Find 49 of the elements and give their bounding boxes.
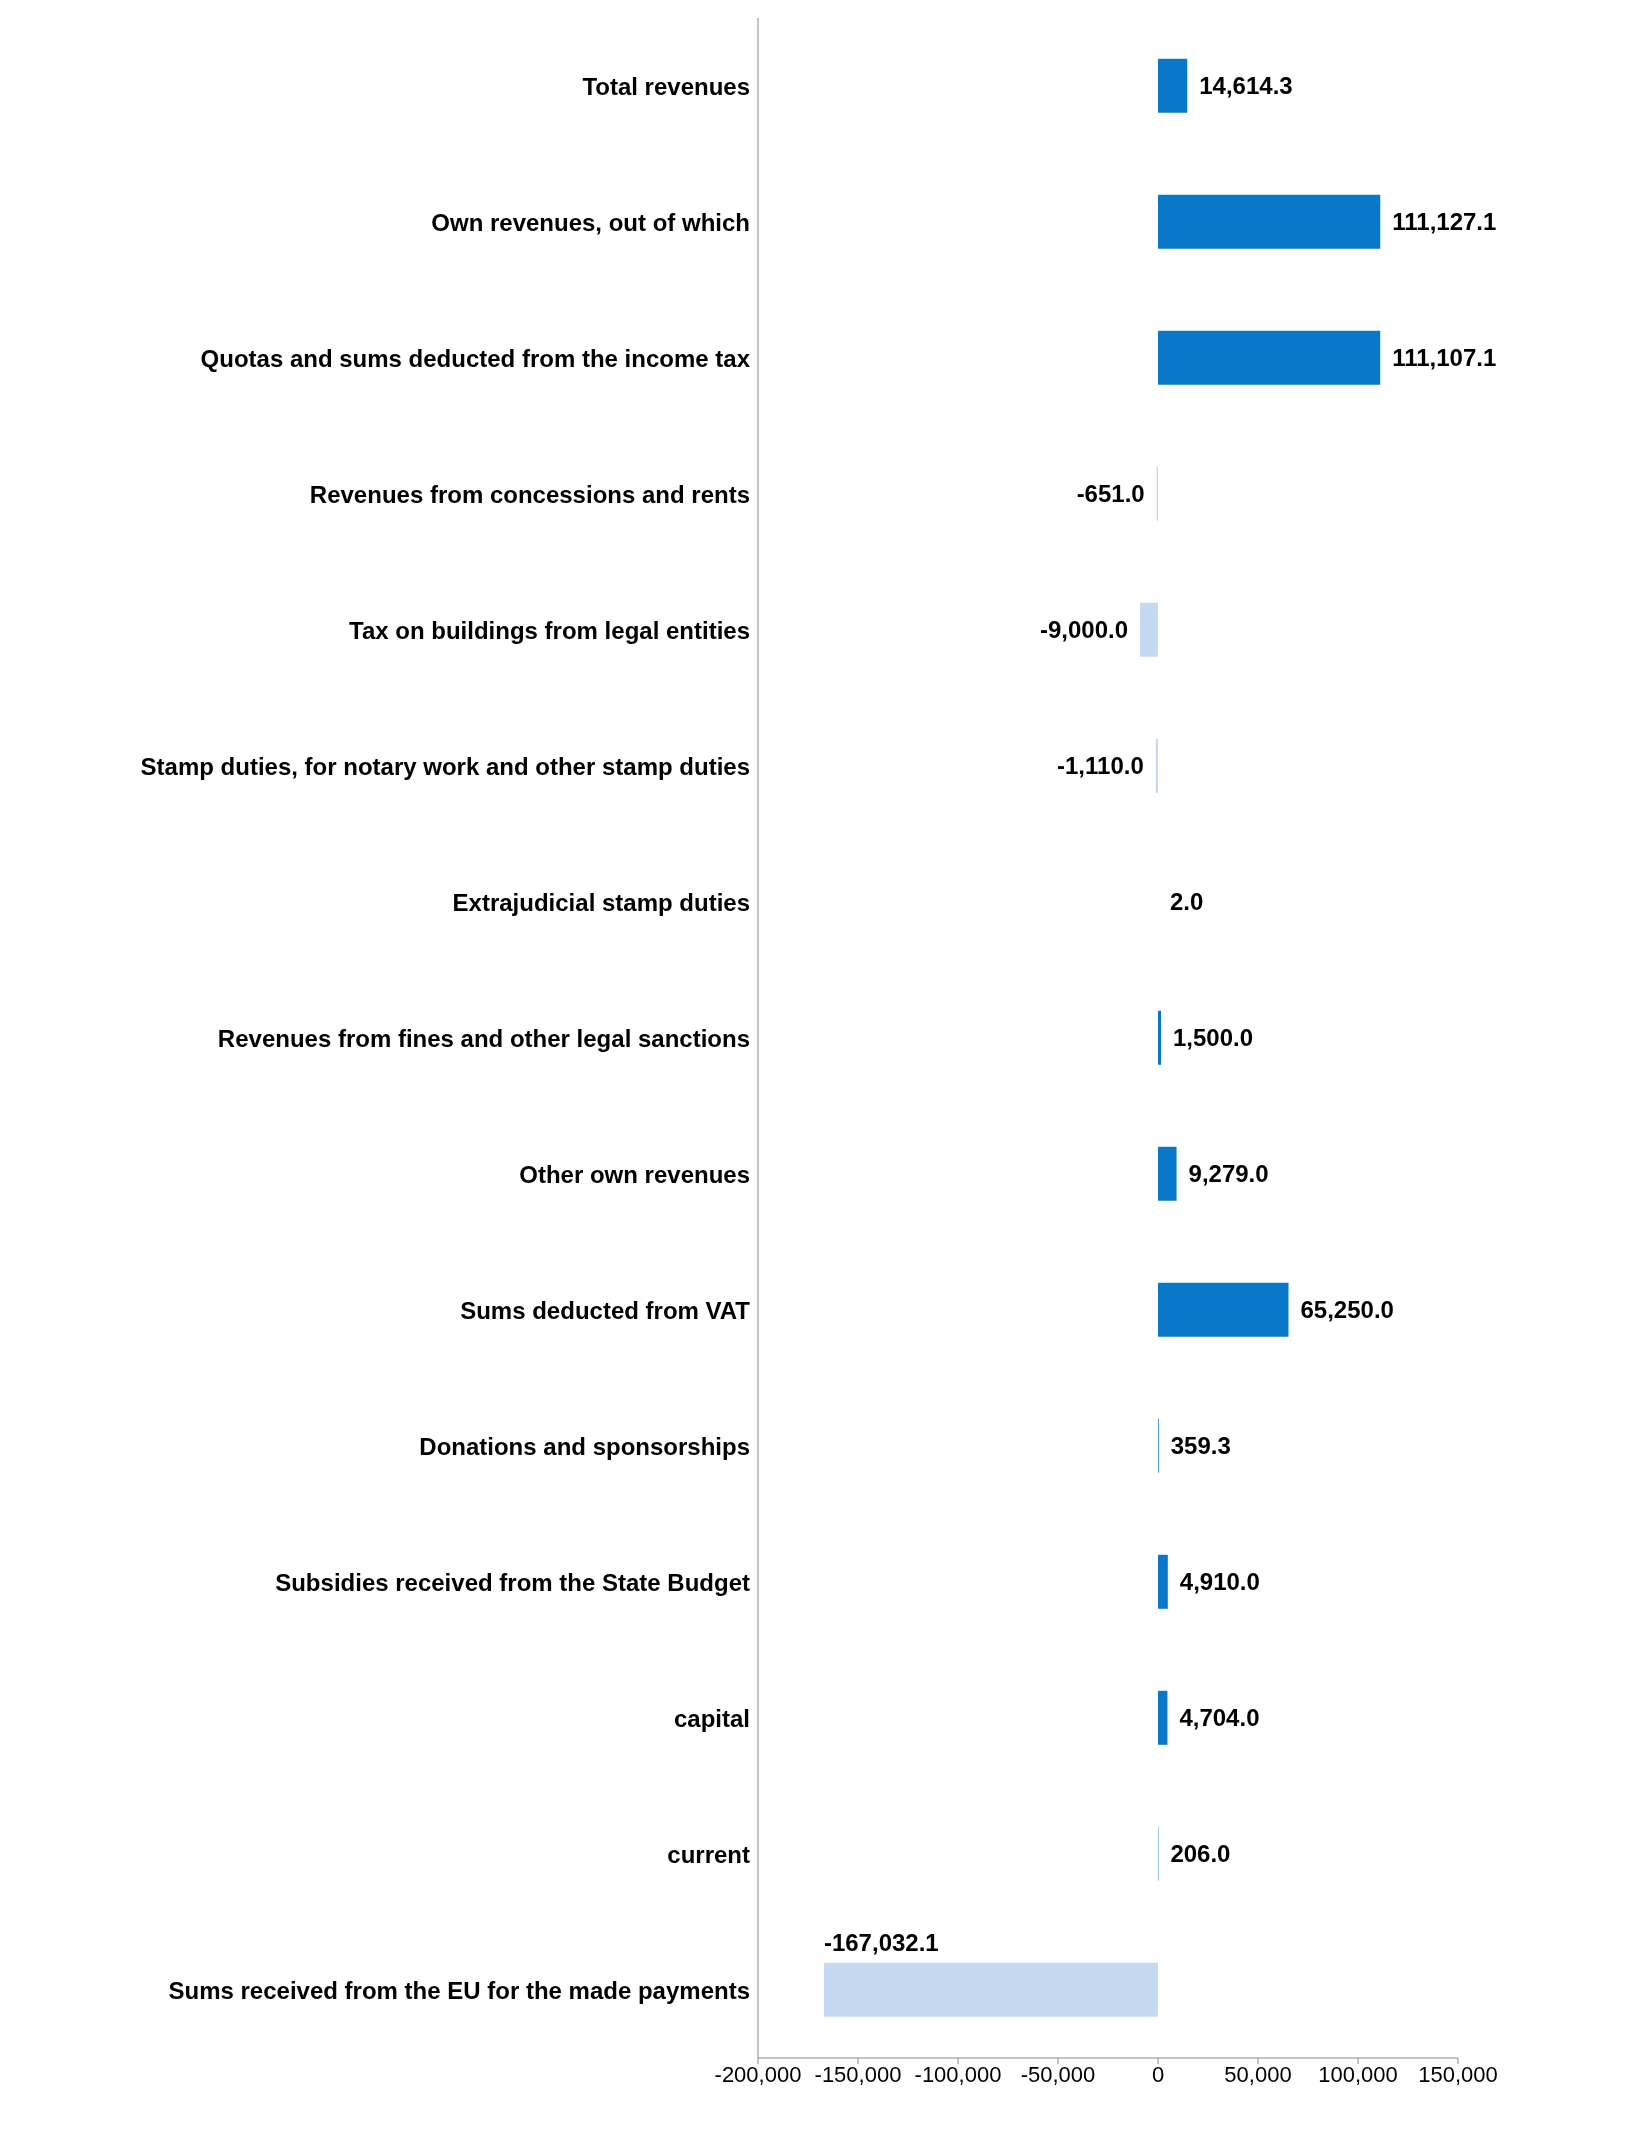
y-tick-label: Sums received from the EU for the made payments [168, 1976, 750, 2004]
bar [823, 1962, 1158, 2017]
data-label: -651.0 [1076, 480, 1145, 508]
data-label: 206.0 [1170, 1840, 1231, 1868]
data-label: 9,279.0 [1188, 1160, 1269, 1188]
bar [1158, 1146, 1177, 1201]
bar [1155, 738, 1158, 793]
x-tick-label: -50,000 [1020, 2061, 1096, 2087]
x-tick-label: 50,000 [1224, 2061, 1292, 2087]
data-label: 4,704.0 [1179, 1704, 1260, 1732]
data-label: -167,032.1 [823, 1928, 939, 1956]
data-label: -1,110.0 [1057, 752, 1144, 780]
y-tick-label: Quotas and sums deducted from the income tax [200, 344, 751, 372]
y-tick-label: Donations and sponsorships [419, 1432, 750, 1460]
data-label: 359.3 [1170, 1432, 1231, 1460]
bar [1158, 58, 1188, 113]
bar [1158, 1282, 1289, 1337]
data-label: 1,500.0 [1173, 1024, 1254, 1052]
y-tick-label: Revenues from fines and other legal sanctions [217, 1024, 750, 1052]
x-tick-label: -100,000 [914, 2061, 1002, 2087]
y-tick-label: Revenues from concessions and rents [309, 480, 750, 508]
bar [1158, 1010, 1161, 1065]
bar [1158, 1554, 1168, 1609]
data-label: 111,127.1 [1392, 208, 1497, 236]
bar [1158, 194, 1381, 249]
data-label: 111,107.1 [1392, 344, 1497, 372]
x-tick-label: 150,000 [1418, 2061, 1498, 2087]
y-tick-label: Sums deducted from VAT [460, 1296, 751, 1324]
data-label: 14,614.3 [1199, 72, 1293, 100]
data-label: 2.0 [1170, 888, 1204, 916]
y-tick-label: Stamp duties, for notary work and other stamp duties [140, 752, 750, 780]
y-tick-label: Other own revenues [519, 1160, 750, 1188]
bar [1158, 330, 1381, 385]
y-tick-label: capital [673, 1704, 750, 1732]
x-tick-label: 0 [1151, 2061, 1165, 2087]
bar [1140, 602, 1158, 657]
y-tick-label: Tax on buildings from legal entities [349, 616, 750, 644]
data-label: 65,250.0 [1300, 1296, 1394, 1324]
x-tick-label: -200,000 [714, 2061, 802, 2087]
y-tick-label: Extrajudicial stamp duties [452, 888, 750, 916]
y-tick-label: Total revenues [582, 72, 750, 100]
bar [1158, 1690, 1168, 1745]
y-tick-label: Own revenues, out of which [431, 208, 750, 236]
y-tick-label: Subsidies received from the State Budget [275, 1568, 750, 1596]
x-tick-label: 100,000 [1318, 2061, 1398, 2087]
data-label: 4,910.0 [1179, 1568, 1260, 1596]
x-tick-label: -150,000 [814, 2061, 902, 2087]
y-tick-label: current [667, 1840, 751, 1868]
data-label: -9,000.0 [1039, 616, 1128, 644]
